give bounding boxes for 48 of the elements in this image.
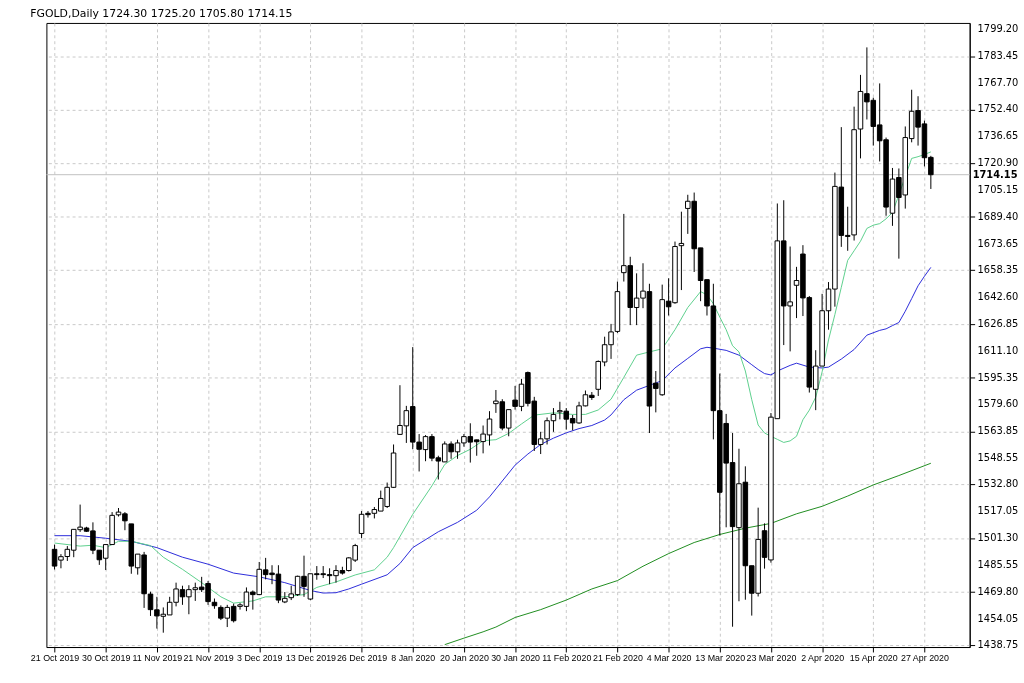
x-tick-label: 27 Apr 2020 [901, 653, 949, 664]
x-tick-label: 11 Nov 2019 [132, 653, 183, 664]
y-tick-label: 1783.45 [977, 50, 1019, 62]
x-tick-label: 21 Nov 2019 [183, 653, 234, 664]
y-tick-label: 1767.70 [977, 77, 1019, 89]
y-tick-label: 1454.05 [977, 612, 1019, 624]
y-tick-label: 1705.15 [977, 184, 1019, 196]
x-tick-label: 21 Oct 2019 [30, 653, 80, 664]
y-tick-label: 1799.20 [977, 23, 1019, 35]
x-tick-label: 20 Jan 2020 [439, 653, 489, 664]
y-tick-label: 1532.80 [977, 478, 1019, 490]
y-tick-label: 1736.65 [977, 130, 1019, 142]
y-tick-label: 1501.30 [977, 532, 1019, 544]
chart-title: FGOLD,Daily 1724.30 1725.20 1705.80 1714.15 [30, 7, 293, 21]
ref-line-label: 1714.15 [972, 168, 1018, 180]
y-tick-label: 1485.55 [977, 559, 1019, 571]
line-series [54, 266, 932, 594]
y-tick-label: 1673.65 [977, 237, 1019, 249]
x-tick-label: 3 Dec 2019 [237, 653, 283, 664]
y-tick-label: 1595.35 [977, 371, 1019, 383]
line-series [54, 151, 932, 604]
x-tick-label: 2 Apr 2020 [801, 653, 845, 664]
candlestick [678, 211, 685, 291]
y-tick-label: 1438.75 [977, 639, 1019, 651]
x-tick-label: 13 Dec 2019 [285, 653, 337, 664]
x-tick-label: 26 Dec 2019 [336, 653, 388, 664]
x-tick-label: 21 Feb 2020 [593, 653, 643, 664]
y-tick-label: 1720.90 [977, 157, 1019, 169]
x-tick-label: 8 Jan 2020 [391, 653, 436, 664]
y-tick-label: 1658.35 [977, 263, 1019, 275]
y-tick-label: 1626.85 [977, 317, 1019, 329]
y-tick-label: 1611.10 [977, 344, 1019, 356]
x-tick-label: 30 Oct 2019 [82, 653, 131, 664]
line-series [444, 462, 932, 646]
x-tick-label: 23 Mar 2020 [746, 653, 797, 664]
y-tick-label: 1548.55 [977, 451, 1019, 463]
y-tick-label: 1752.40 [977, 103, 1019, 115]
x-tick-label: 30 Jan 2020 [491, 653, 541, 664]
x-tick-label: 15 Apr 2020 [849, 653, 898, 664]
x-tick-label: 11 Feb 2020 [542, 653, 592, 664]
y-tick-label: 1517.05 [977, 505, 1019, 517]
x-tick-label: 4 Mar 2020 [646, 653, 692, 664]
y-tick-label: 1642.60 [977, 290, 1019, 302]
y-tick-label: 1563.85 [977, 425, 1019, 437]
x-tick-label: 13 Mar 2020 [695, 653, 746, 664]
y-tick-label: 1579.60 [977, 398, 1019, 410]
y-tick-label: 1469.80 [977, 586, 1019, 597]
y-tick-label: 1689.40 [977, 210, 1019, 222]
